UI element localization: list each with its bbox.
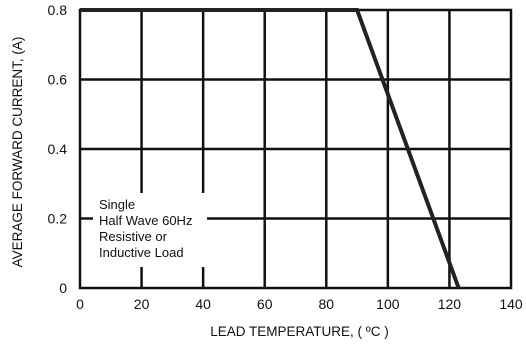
annotation-line-1: Single [99,197,135,212]
y-tick-label: 0 [59,280,67,296]
x-tick-label: 20 [134,296,150,312]
derating-curve [80,8,461,289]
annotation-background [93,193,207,267]
y-tick-label: 0.6 [48,72,68,88]
x-axis-title: LEAD TEMPERATURE, ( ºC ) [210,324,388,339]
y-tick-label: 0.8 [48,2,68,18]
x-tick-labels: 0 20 40 60 80 100 120 140 [76,296,523,312]
x-tick-label: 120 [438,296,462,312]
y-tick-labels: 0 0.2 0.4 0.6 0.8 [48,2,68,296]
x-tick-label: 40 [195,296,211,312]
annotation-line-4: Inductive Load [99,245,184,260]
annotation-line-3: Resistive or [99,229,168,244]
x-tick-label: 80 [318,296,334,312]
x-tick-label: 60 [257,296,273,312]
annotation-box: Single Half Wave 60Hz Resistive or Induc… [99,197,192,260]
y-tick-label: 0.2 [48,211,68,227]
x-tick-label: 140 [499,296,523,312]
x-tick-label: 100 [376,296,400,312]
y-tick-label: 0.4 [48,141,68,157]
y-axis-title: AVERAGE FORWARD CURRENT, (A) [10,37,25,268]
x-tick-label: 0 [76,296,84,312]
annotation-line-2: Half Wave 60Hz [99,213,192,228]
